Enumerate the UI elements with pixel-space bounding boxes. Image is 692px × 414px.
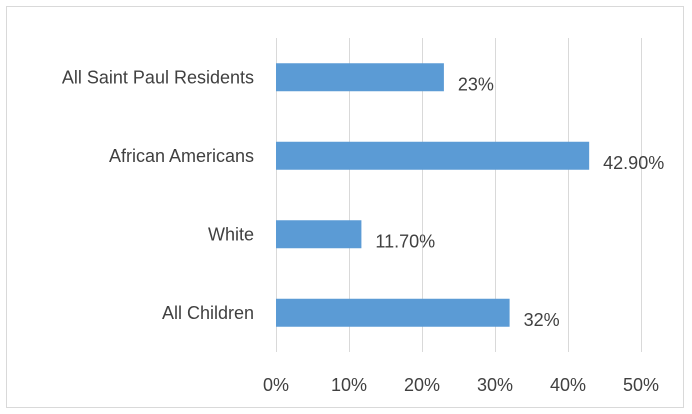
x-tick-label: 0% bbox=[263, 375, 289, 395]
data-label: 23% bbox=[458, 74, 494, 94]
x-tick-label: 20% bbox=[404, 375, 440, 395]
category-label: All Children bbox=[162, 303, 254, 323]
data-label: 42.90% bbox=[603, 153, 664, 173]
category-label: All Saint Paul Residents bbox=[62, 67, 254, 87]
x-tick-label: 30% bbox=[477, 375, 513, 395]
bar-african-americans bbox=[276, 141, 590, 170]
data-label: 32% bbox=[524, 310, 560, 330]
category-label: African Americans bbox=[109, 146, 254, 166]
category-label: White bbox=[208, 224, 254, 244]
bar-all-children bbox=[276, 298, 510, 327]
x-tick-label: 10% bbox=[331, 375, 367, 395]
x-tick-label: 50% bbox=[623, 375, 659, 395]
data-label: 11.70% bbox=[375, 231, 435, 251]
bar-all-saint-paul-residents bbox=[276, 63, 444, 92]
bar-white bbox=[276, 220, 362, 249]
x-tick-label: 40% bbox=[550, 375, 586, 395]
